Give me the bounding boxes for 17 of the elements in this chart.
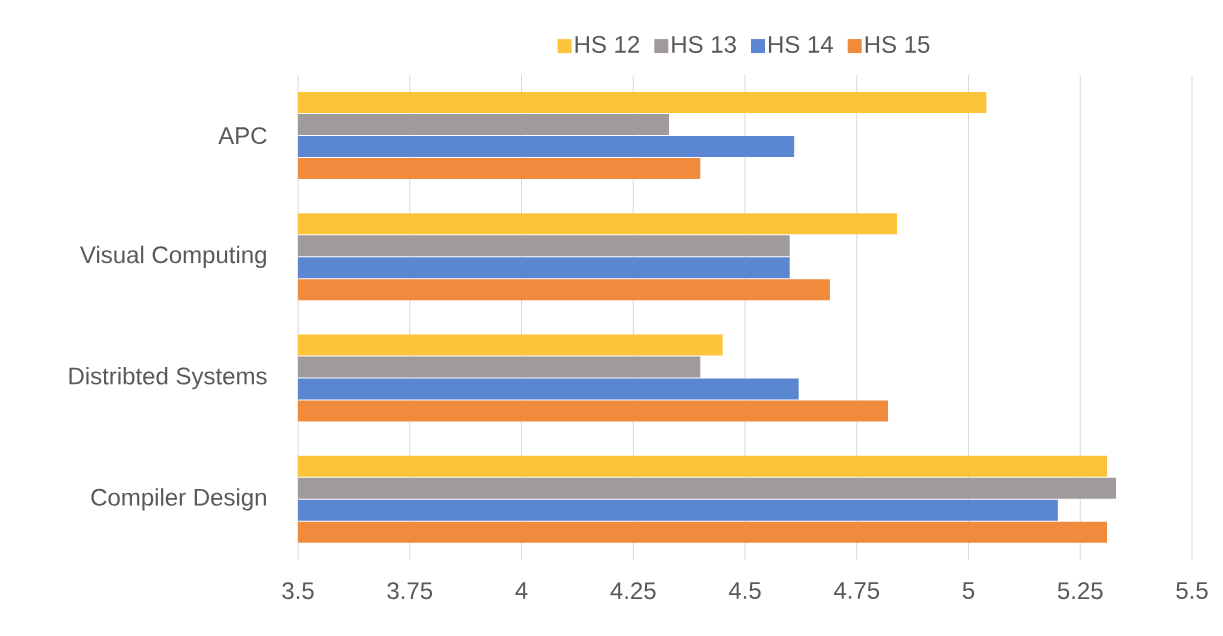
y-tick-label: APC bbox=[218, 127, 267, 145]
y-tick-label: Compiler Design bbox=[91, 488, 266, 511]
x-tick-label: 4.25 bbox=[610, 582, 656, 600]
x-tick-label: 5.5 bbox=[1176, 582, 1208, 599]
legend-label: HS 13 bbox=[672, 35, 736, 53]
x-tick-label: 4.75 bbox=[833, 582, 880, 599]
x-tick-label: 4 bbox=[515, 582, 528, 599]
y-tick-label: Distribted Systems bbox=[69, 366, 267, 390]
x-tick-label: 5 bbox=[962, 582, 975, 599]
legend-label: HS 15 bbox=[865, 35, 930, 53]
x-tick-label: 4.5 bbox=[728, 582, 761, 599]
x-tick-label: 3.75 bbox=[387, 582, 433, 600]
legend-label: HS 14 bbox=[768, 35, 833, 53]
x-tick-label: 3.5 bbox=[282, 582, 314, 600]
x-tick-label: 5.25 bbox=[1057, 582, 1103, 600]
y-tick-label: Visual Computing bbox=[79, 245, 266, 269]
legend-label: HS 12 bbox=[575, 35, 640, 53]
